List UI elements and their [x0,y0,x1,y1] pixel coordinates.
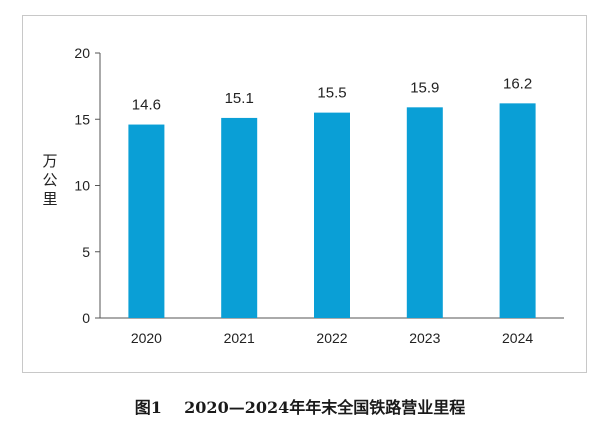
y-tick-label: 20 [74,45,90,61]
data-label: 15.5 [317,85,346,102]
bar [406,107,443,318]
bar [221,117,258,318]
x-tick-label: 2021 [224,330,255,346]
x-axis: 2020 2021 2022 2023 2024 [100,317,564,346]
y-tick-label: 0 [82,310,90,326]
data-label: 14.6 [132,97,161,114]
data-labels: 14.6 15.1 15.5 15.9 16.2 [132,75,532,113]
data-label: 16.2 [503,75,532,92]
bars [128,103,536,318]
x-tick-label: 2020 [131,330,162,346]
bar [499,103,536,318]
data-label: 15.9 [410,79,439,96]
x-tick-label: 2022 [316,330,347,346]
y-tick-label: 15 [74,111,90,127]
bar [128,124,165,318]
x-tick-label: 2023 [409,330,440,346]
y-axis: 0 5 10 15 20 [74,45,101,326]
figure-caption: 图1 2020—2024年年末全国铁路营业里程 [134,398,466,417]
chart-frame: 0 5 10 15 20 2020 2021 2022 2023 2024 14.6 15.1 15… [22,15,587,373]
x-tick-label: 2024 [502,330,533,346]
bar-chart: 0 5 10 15 20 2020 2021 2022 2023 2024 14.6 15.1 15… [42,45,564,346]
data-label: 15.1 [225,90,254,107]
y-axis-title: 万公里 [42,152,57,208]
y-tick-label: 5 [82,244,90,260]
y-tick-label: 10 [74,178,90,194]
bar [314,112,350,318]
